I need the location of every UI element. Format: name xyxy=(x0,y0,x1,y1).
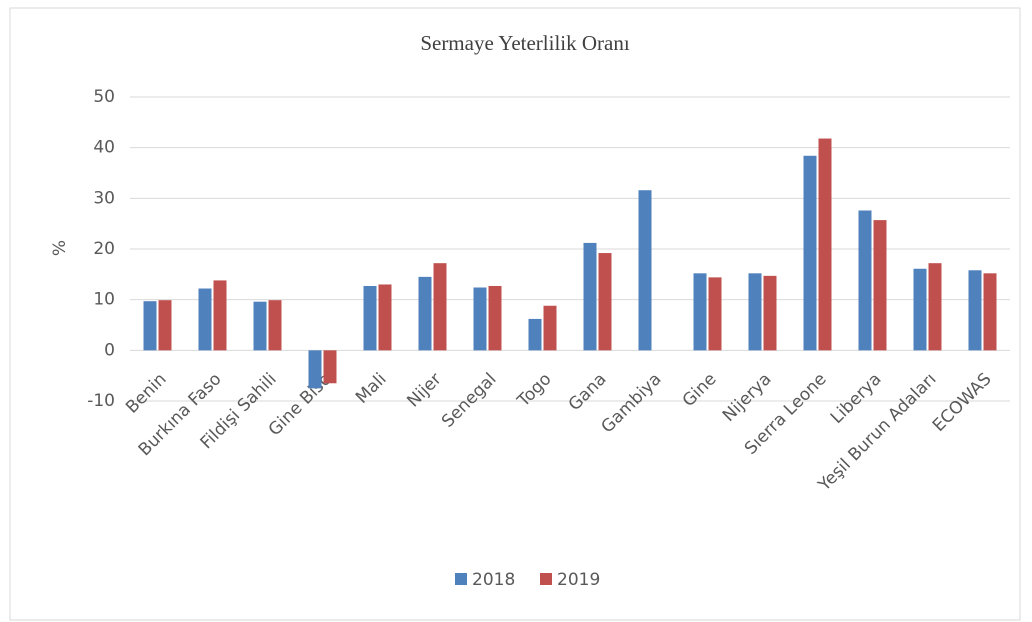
bar xyxy=(693,273,707,351)
y-tick-label: 20 xyxy=(93,239,115,259)
bar xyxy=(488,285,502,351)
bar xyxy=(763,275,777,351)
chart-frame xyxy=(9,7,1021,621)
legend-label: 2019 xyxy=(557,570,600,590)
bar xyxy=(528,318,542,351)
bar xyxy=(143,301,157,351)
bar xyxy=(378,284,392,351)
bar xyxy=(253,301,267,351)
bar xyxy=(213,280,227,351)
bar xyxy=(968,270,982,351)
bar xyxy=(858,210,872,351)
y-tick-label: -10 xyxy=(87,391,115,411)
y-tick-label: 50 xyxy=(93,87,115,107)
bar xyxy=(638,190,652,351)
y-tick-label: 0 xyxy=(104,340,115,360)
bar xyxy=(418,276,432,351)
legend-swatch xyxy=(455,573,467,585)
legend-swatch xyxy=(540,573,552,585)
y-tick-label: 40 xyxy=(93,138,115,158)
bar xyxy=(748,273,762,351)
bar xyxy=(198,288,212,351)
bar xyxy=(433,263,447,351)
chart-title: Sermaye Yeterlilik Oranı xyxy=(420,31,630,55)
bar xyxy=(583,242,597,351)
y-axis-label: % xyxy=(50,240,70,256)
y-tick-label: 30 xyxy=(93,188,115,208)
bar xyxy=(543,305,557,351)
bar xyxy=(818,138,832,351)
bar xyxy=(928,263,942,351)
bar xyxy=(473,287,487,351)
legend-label: 2018 xyxy=(472,570,515,590)
bar xyxy=(598,253,612,351)
bar xyxy=(268,300,282,351)
bar xyxy=(363,285,377,351)
bar xyxy=(708,277,722,351)
bar xyxy=(323,350,337,384)
bar xyxy=(873,220,887,351)
y-tick-label: 10 xyxy=(93,290,115,310)
bar xyxy=(158,300,172,351)
bar xyxy=(983,273,997,351)
bar xyxy=(913,268,927,351)
bar xyxy=(803,155,817,351)
bar xyxy=(308,350,322,389)
